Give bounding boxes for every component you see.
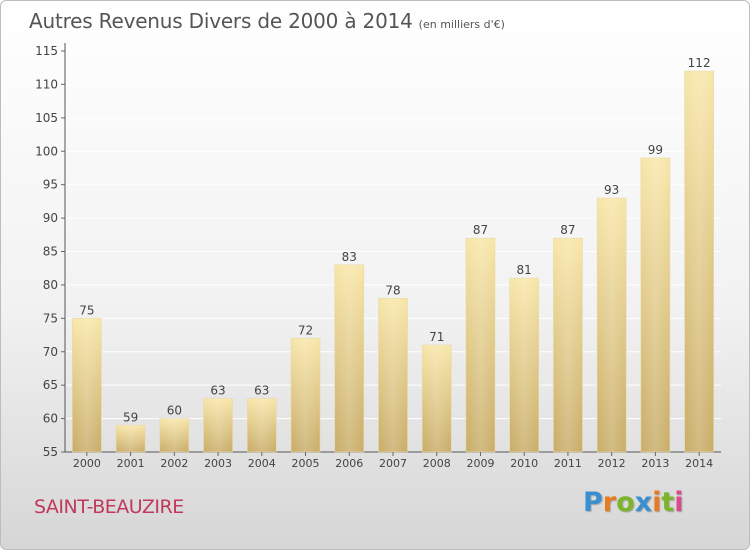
x-tick-label: 2006 [335, 457, 363, 470]
data-label: 112 [688, 56, 711, 70]
data-labels: 75 59 60 63 63 72 83 78 71 87 81 87 93 99 112 [79, 56, 710, 424]
bars [72, 70, 714, 453]
data-label: 75 [79, 303, 94, 317]
data-label: 71 [429, 330, 444, 344]
y-tick-label: 115 [35, 44, 58, 58]
chart-unit-note: (en milliers d'€) [418, 18, 505, 31]
bar-highlight [422, 345, 452, 452]
data-label: 59 [123, 410, 138, 424]
bar-highlight [291, 338, 321, 452]
y-tick-label: 80 [43, 278, 58, 292]
bar-highlight [684, 71, 714, 453]
data-label: 99 [648, 143, 663, 157]
x-tick-label: 2002 [160, 457, 188, 470]
data-label: 83 [342, 250, 357, 264]
chart-title-text: Autres Revenus Divers de 2000 à 2014 [29, 9, 413, 33]
y-tick-label: 85 [43, 245, 58, 259]
bar-highlight [640, 157, 670, 452]
bar-highlight [465, 238, 495, 452]
y-tick-label: 105 [35, 111, 58, 125]
y-tick-label: 60 [43, 412, 58, 426]
data-label: 87 [560, 223, 575, 237]
data-label: 87 [473, 223, 488, 237]
x-tick-label: 2009 [466, 457, 494, 470]
x-axis: 2000 2001 2002 2003 2004 2005 2006 2007 2008 2009… [73, 452, 713, 470]
y-tick-label: 70 [43, 345, 58, 359]
y-tick-label: 100 [35, 144, 58, 158]
bar-highlight [159, 418, 189, 452]
chart-title: Autres Revenus Divers de 2000 à 2014 (en … [29, 9, 505, 33]
x-tick-label: 2005 [292, 457, 320, 470]
bar-highlight [72, 318, 102, 452]
x-tick-label: 2000 [73, 457, 101, 470]
x-tick-label: 2004 [248, 457, 276, 470]
data-label: 60 [167, 404, 182, 418]
y-tick-label: 95 [43, 178, 58, 192]
data-label: 81 [517, 263, 532, 277]
x-tick-label: 2010 [510, 457, 538, 470]
bar-highlight [116, 425, 146, 452]
data-label: 72 [298, 323, 313, 337]
city-name: SAINT-BEAUZIRE [34, 496, 184, 518]
data-label: 63 [254, 384, 269, 398]
bar-highlight [509, 278, 539, 452]
y-tick-label: 110 [35, 77, 58, 91]
x-tick-label: 2014 [685, 457, 713, 470]
y-tick-label: 75 [43, 311, 58, 325]
data-label: 78 [385, 283, 400, 297]
x-tick-label: 2008 [423, 457, 451, 470]
x-tick-label: 2007 [379, 457, 407, 470]
bar-highlight [334, 264, 364, 452]
x-tick-label: 2012 [598, 457, 626, 470]
bar-highlight [597, 198, 627, 452]
y-tick-label: 55 [43, 445, 58, 459]
bar-highlight [378, 298, 408, 452]
data-label: 63 [210, 384, 225, 398]
x-tick-label: 2011 [554, 457, 582, 470]
bar-highlight [203, 398, 233, 452]
bar-highlight [247, 398, 277, 452]
x-tick-label: 2013 [641, 457, 669, 470]
x-tick-label: 2001 [117, 457, 145, 470]
proxiti-logo: Proxiti [583, 487, 684, 518]
y-axis: 55 60 65 70 75 80 85 90 95 100 105 110 115 [35, 43, 721, 459]
y-tick-label: 65 [43, 378, 58, 392]
data-label: 93 [604, 183, 619, 197]
y-tick-label: 90 [43, 211, 58, 225]
x-tick-label: 2003 [204, 457, 232, 470]
bar-highlight [553, 238, 583, 452]
